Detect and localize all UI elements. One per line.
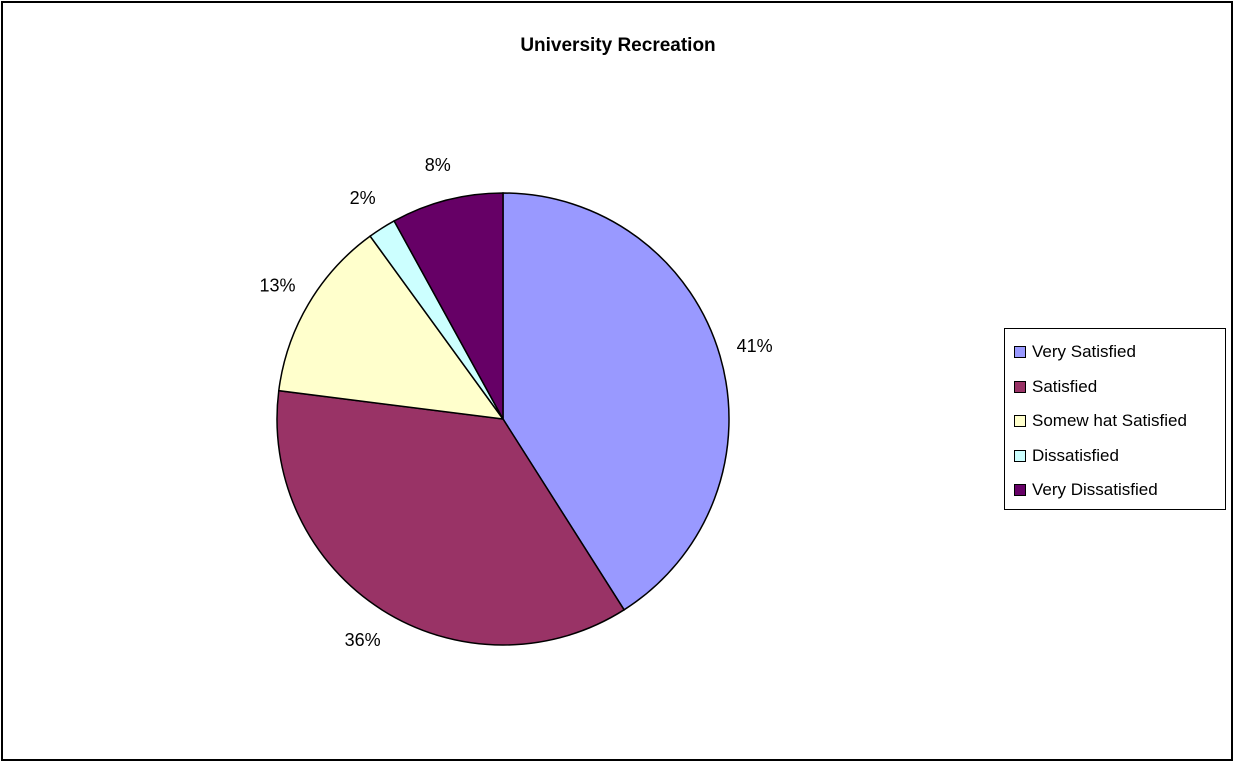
legend-swatch	[1014, 380, 1026, 393]
legend-item-dissatisfied: Dissatisfied	[1005, 439, 1225, 474]
legend-swatch	[1014, 449, 1026, 462]
legend-item-somewhat-satisfied: Somew hat Satisfied	[1005, 404, 1225, 439]
legend-swatch	[1014, 415, 1026, 428]
legend-item-satisfied: Satisfied	[1005, 370, 1225, 405]
legend-label: Somew hat Satisfied	[1032, 411, 1187, 431]
data-label: 36%	[345, 630, 381, 650]
legend-label: Satisfied	[1032, 376, 1098, 396]
data-label: 2%	[350, 188, 376, 208]
legend-swatch	[1014, 484, 1026, 497]
data-label: 8%	[425, 155, 451, 175]
data-label: 41%	[737, 336, 773, 356]
pie-slice-satisfied	[276, 389, 626, 646]
pie-slice-very-satisfied	[502, 192, 730, 611]
pie-slice-somewhat-satisfied	[277, 235, 505, 420]
legend-swatch	[1014, 346, 1026, 359]
legend-label: Very Satisfied	[1032, 342, 1136, 362]
legend-label: Very Dissatisfied	[1032, 480, 1158, 500]
legend-label: Dissatisfied	[1032, 445, 1119, 465]
data-label: 13%	[259, 276, 295, 296]
pie-slice-very-dissatisfied	[393, 192, 504, 420]
legend-item-very-satisfied: Very Satisfied	[1005, 335, 1225, 370]
legend-item-very-dissatisfied: Very Dissatisfied	[1005, 473, 1225, 508]
chart-title: University Recreation	[520, 35, 716, 56]
legend: Very Satisfied Satisfied Somew hat Satis…	[1004, 328, 1226, 510]
